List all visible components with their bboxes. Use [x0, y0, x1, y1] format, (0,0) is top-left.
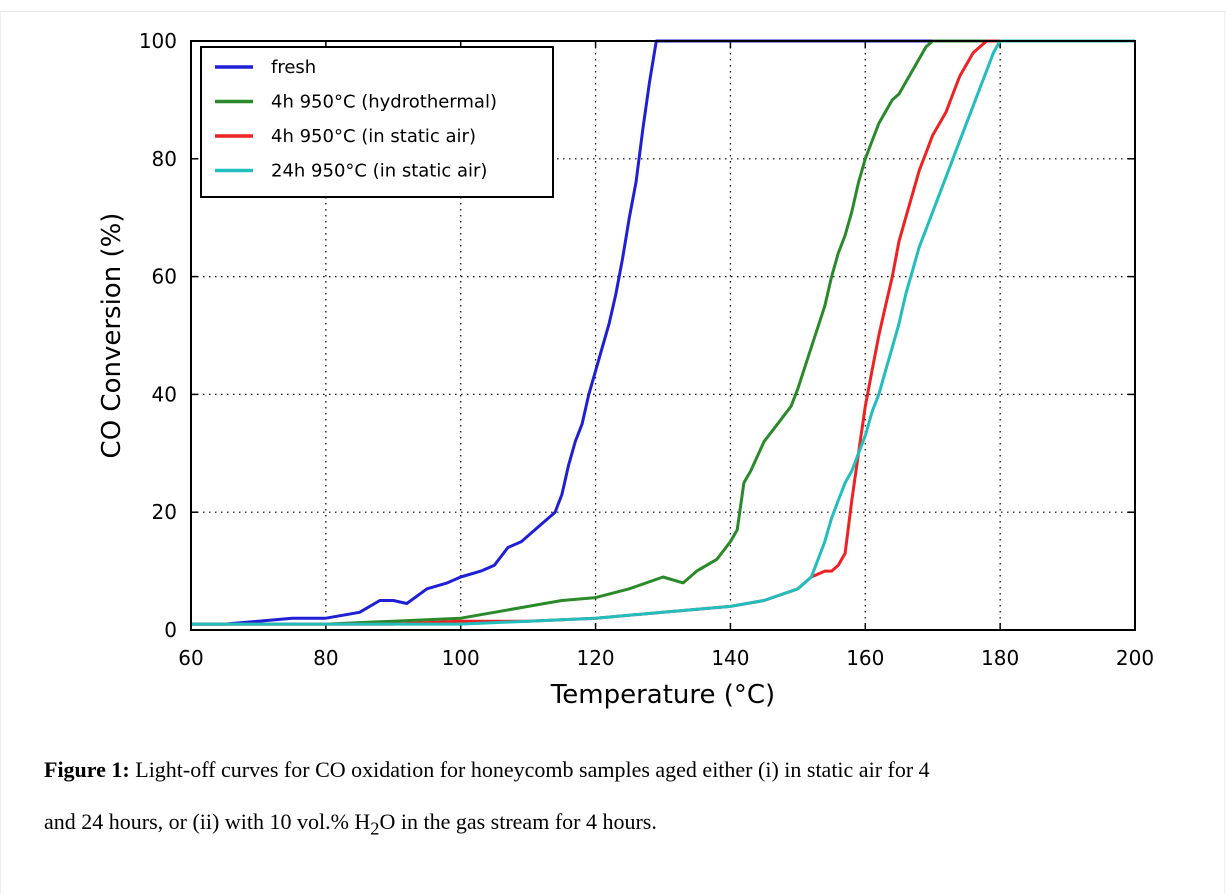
caption-text-2b: O in the gas stream for 4 hours. [379, 809, 657, 834]
x-tick-label: 160 [846, 646, 884, 670]
y-tick-label: 0 [164, 618, 177, 642]
legend-entry: 24h 950°C (in static air) [271, 161, 487, 182]
y-tick-label: 40 [152, 382, 177, 406]
x-tick-label: 80 [313, 646, 338, 670]
series-lines [191, 39, 1135, 626]
x-tick-label: 60 [178, 646, 203, 670]
x-tick-label: 200 [1116, 646, 1154, 670]
co-conversion-line-chart: 60 80 100 120 140 160 180 200 0 20 40 60 80 100 Temp… [97, 29, 1154, 710]
page-frame-top [0, 11, 1226, 12]
caption-subscript: 2 [370, 818, 380, 839]
x-axis-label: Temperature (°C) [550, 680, 775, 710]
y-axis-label: CO Conversion (%) [97, 213, 127, 459]
figure-caption: Figure 1: Light-off curves for CO oxidat… [44, 744, 1219, 854]
y-tick-label: 20 [152, 500, 177, 524]
legend-entry: 4h 950°C (in static air) [271, 126, 476, 147]
x-tick-label: 140 [711, 646, 749, 670]
page-frame-left [0, 11, 1, 894]
y-tick-label: 100 [139, 29, 177, 53]
legend-entry: fresh [271, 57, 316, 78]
legend-box [200, 46, 554, 198]
caption-label: Figure 1: [44, 757, 130, 782]
legend-entry: 4h 950°C (hydrothermal) [271, 92, 497, 113]
plot-frame [190, 40, 1136, 631]
legend: fresh 4h 950°C (hydrothermal) 4h 950°C (in… [200, 46, 554, 198]
page-frame-right [1224, 11, 1225, 894]
caption-line-1: Figure 1: Light-off curves for CO oxidat… [44, 744, 1219, 796]
y-tick-labels: 0 20 40 60 80 100 [139, 29, 177, 642]
x-tick-labels: 60 80 100 120 140 160 180 200 [178, 646, 1154, 670]
caption-text-1: Light-off curves for CO oxidation for ho… [129, 757, 930, 782]
caption-line-2: and 24 hours, or (ii) with 10 vol.% H2O … [44, 796, 1219, 854]
y-tick-label: 60 [152, 265, 177, 289]
caption-text-2a: and 24 hours, or (ii) with 10 vol.% H [44, 809, 371, 834]
x-tick-label: 120 [576, 646, 614, 670]
series-line [191, 39, 1135, 626]
x-tick-label: 180 [981, 646, 1019, 670]
series-line [191, 39, 1135, 626]
series-line [191, 39, 1135, 626]
x-tick-label: 100 [442, 646, 480, 670]
y-tick-label: 80 [152, 147, 177, 171]
